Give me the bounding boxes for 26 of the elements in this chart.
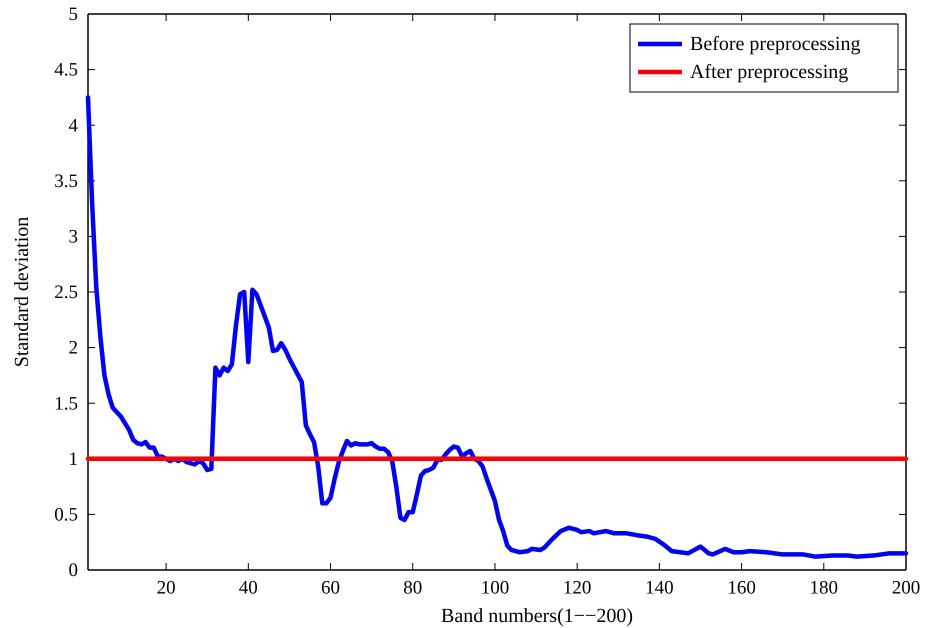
x-tick-label: 60 [321, 577, 340, 598]
x-tick-label: 180 [810, 577, 838, 598]
x-tick-label: 160 [727, 577, 756, 598]
x-tick-label: 100 [480, 577, 510, 598]
x-tick-label: 200 [892, 577, 920, 598]
y-tick-label: 5 [68, 4, 78, 26]
legend-label: Before preprocessing [690, 33, 860, 55]
y-tick-label: 3.5 [54, 170, 78, 192]
legend-label: After preprocessing [690, 61, 848, 83]
y-tick-label: 3 [68, 226, 78, 248]
y-tick-label: 0 [68, 560, 78, 582]
line-series [86, 95, 908, 559]
y-tick-label: 4.5 [54, 60, 78, 81]
y-tick-label: 2 [68, 338, 78, 359]
x-tick-label: 40 [238, 577, 258, 598]
y-tick-label: 2.5 [54, 282, 78, 304]
y-axis-title: Standard deviation [11, 216, 33, 368]
x-tick-label: 20 [156, 577, 176, 598]
x-tick-label: 140 [645, 577, 674, 598]
x-tick-label: 80 [403, 577, 422, 598]
y-tick-label: 0.5 [54, 504, 78, 526]
y-tick-label: 1.5 [54, 393, 78, 414]
x-tick-label: 120 [562, 577, 592, 598]
y-tick-label: 4 [68, 115, 78, 136]
x-axis-title: Band numbers(1−−200) [441, 605, 633, 627]
y-tick-label: 1 [68, 448, 78, 470]
